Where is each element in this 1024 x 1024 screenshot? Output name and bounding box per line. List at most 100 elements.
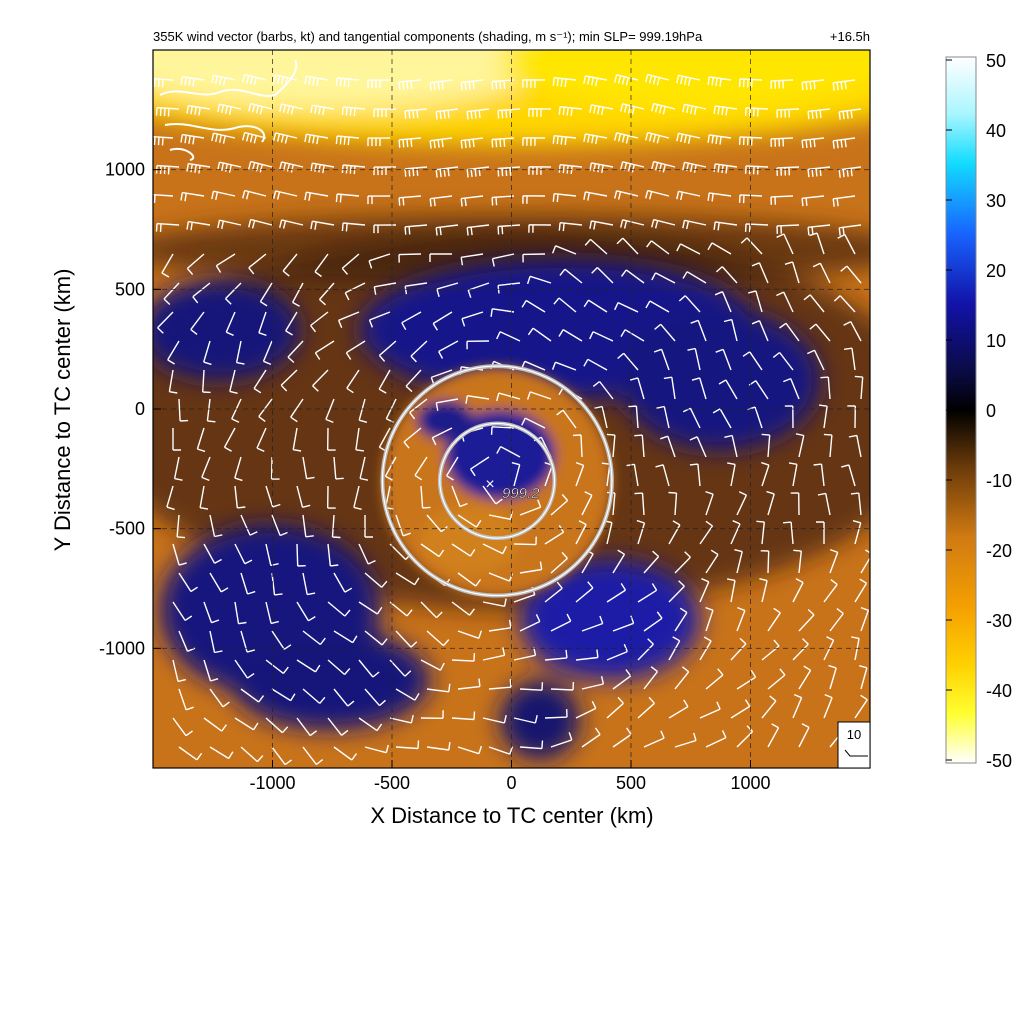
colorbar-tick-label: 0	[986, 401, 996, 421]
wind-barb	[724, 434, 738, 458]
wind-barb	[186, 220, 211, 231]
wind-barb	[526, 275, 552, 285]
wind-barb	[614, 190, 639, 200]
wind-barb	[784, 261, 800, 284]
wind-barb	[612, 549, 626, 574]
wind-barb	[551, 245, 577, 255]
wind-barb	[364, 688, 386, 707]
wind-barb	[790, 492, 800, 516]
wind-barb	[333, 456, 344, 480]
wind-barb	[589, 162, 614, 174]
wind-barb	[668, 580, 685, 603]
wind-barb	[180, 75, 205, 87]
wind-barb	[280, 369, 298, 392]
wind-barb	[591, 267, 614, 284]
wind-barb	[699, 520, 714, 545]
wind-barb	[519, 561, 543, 574]
wind-barb	[581, 676, 605, 690]
wind-barb	[776, 224, 800, 234]
wind-barb	[682, 103, 707, 115]
wind-barb	[253, 369, 267, 394]
wind-barb	[620, 161, 645, 173]
wind-barb	[258, 398, 273, 422]
wind-barb	[572, 434, 583, 458]
shading-field	[153, 50, 870, 768]
wind-barb	[511, 462, 521, 487]
wind-barb	[384, 456, 397, 481]
wind-barb	[223, 427, 236, 452]
wind-barb	[521, 417, 546, 429]
wind-barb	[558, 164, 583, 174]
wind-barb	[490, 308, 515, 317]
wind-barb	[643, 666, 659, 690]
wind-barb	[451, 601, 475, 616]
wind-barb	[801, 195, 825, 207]
wind-barb	[271, 514, 288, 537]
wind-barb	[770, 79, 794, 89]
wind-barb	[594, 405, 608, 429]
wind-barb	[465, 395, 490, 404]
wind-barb	[558, 329, 583, 342]
wind-barb	[705, 490, 714, 516]
wind-barb	[273, 74, 298, 86]
wind-barb	[676, 74, 701, 86]
wind-barb	[172, 601, 193, 621]
wind-barb	[803, 294, 825, 313]
y-axis-title: Y Distance to TC center (km)	[50, 269, 75, 552]
wind-barb	[736, 491, 748, 516]
wind-barb	[744, 223, 769, 233]
wind-barb	[265, 659, 289, 674]
wind-barb	[715, 266, 738, 284]
x-tick-label: -1000	[249, 773, 295, 793]
wind-barb	[660, 435, 676, 458]
wind-barb	[491, 79, 515, 90]
wind-barb	[519, 682, 544, 691]
wind-barb	[451, 711, 476, 721]
wind-barb	[559, 268, 583, 284]
wind-barb	[436, 282, 459, 297]
wind-barb	[426, 742, 451, 751]
wind-barb	[643, 611, 663, 632]
wind-barb	[860, 549, 870, 574]
wind-barb	[491, 253, 515, 267]
wind-barb	[736, 670, 757, 690]
wind-barb	[854, 694, 868, 719]
wind-barb	[234, 659, 255, 679]
wind-barb	[751, 320, 769, 342]
wind-barb	[368, 311, 391, 328]
x-axis-title: X Distance to TC center (km)	[370, 803, 653, 828]
wind-barb	[398, 79, 422, 90]
wind-barb	[682, 219, 707, 230]
wind-barb	[488, 679, 512, 690]
wind-barb	[172, 717, 193, 737]
wind-barb	[674, 732, 697, 748]
wind-barb	[296, 601, 316, 622]
wind-barb	[651, 218, 676, 229]
wind-barb	[287, 340, 304, 364]
wind-barb	[302, 688, 326, 704]
wind-barb	[256, 427, 267, 453]
wind-barb	[199, 485, 209, 510]
wind-barb	[206, 398, 216, 423]
y-tick-label: 1000	[105, 160, 145, 180]
wind-barb	[271, 630, 292, 650]
wind-barb	[620, 329, 645, 342]
wind-barb	[466, 224, 490, 236]
wind-barb	[457, 678, 481, 690]
wind-barb	[172, 659, 186, 683]
wind-barb	[497, 224, 521, 235]
wind-barb	[429, 253, 452, 262]
wind-barb	[575, 461, 585, 487]
wind-barb	[327, 717, 349, 736]
wind-barb	[734, 549, 743, 574]
wind-barb	[240, 688, 265, 703]
wind-barb	[401, 311, 422, 331]
wind-barb	[460, 137, 484, 149]
wind-barb	[606, 696, 624, 719]
wind-barb	[761, 433, 771, 458]
wind-barb	[153, 136, 174, 146]
colorbar-tick-label: -10	[986, 471, 1012, 491]
wind-barb	[689, 463, 701, 487]
wind-barb	[153, 78, 174, 88]
wind-barb	[302, 630, 326, 646]
